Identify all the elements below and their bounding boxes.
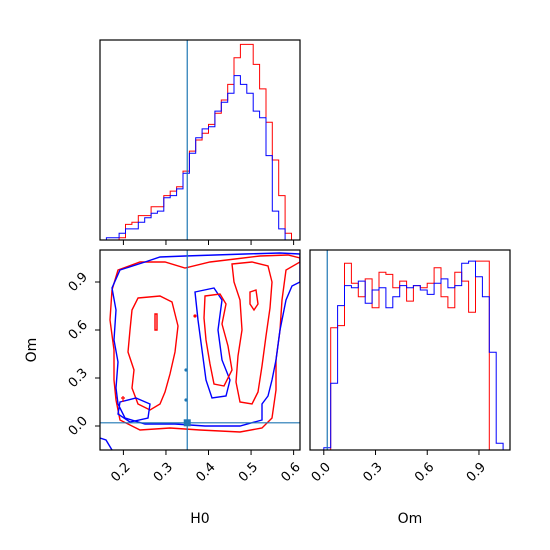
om-y-tick-label-2: 0.6 — [66, 318, 91, 343]
blue-contour-outer — [111, 252, 300, 427]
om-histogram-panel: 0.0 0.3 0.6 0.9 — [309, 249, 511, 485]
h0-x-tick-label-1: 0.3 — [151, 460, 176, 485]
h0-histogram-frame — [99, 39, 301, 241]
red-cross-mark — [121, 396, 125, 402]
om-x-tick-label-3: 0.9 — [464, 460, 489, 485]
x-axis-label-om: Om — [398, 511, 423, 527]
h0-x-tick-label-2: 0.4 — [193, 460, 218, 485]
om-histogram-frame — [309, 249, 511, 451]
h0-x-tick-label-0: 0.2 — [108, 460, 133, 485]
om-x-tick-label-1: 0.3 — [360, 460, 385, 485]
blue-contour-corner — [100, 437, 113, 450]
y-axis-label-om: Om — [24, 338, 40, 363]
hist_om-blue-histogram-line — [316, 260, 504, 451]
red-contour-middle — [127, 295, 179, 411]
red-contour-outer — [109, 254, 300, 433]
red-contour-right — [231, 261, 273, 405]
om-x-tick-label-2: 0.6 — [412, 460, 437, 485]
om-y-tick-label-0: 0.0 — [66, 414, 91, 439]
contour-frame — [99, 249, 301, 451]
h0-histogram-panel — [99, 39, 301, 245]
hist_om-red-histogram-line — [316, 260, 504, 451]
om-y-tick-label-3: 0.9 — [66, 270, 91, 295]
om-y-tick-label-1: 0.3 — [66, 366, 91, 391]
h0-x-tick-label-4: 0.6 — [279, 460, 304, 485]
red-contour-speck-left — [154, 313, 158, 331]
hist_h0-red-histogram-line — [106, 43, 292, 241]
h0-x-tick-label-3: 0.5 — [236, 460, 261, 485]
red-contour-inner — [203, 293, 233, 387]
red-contour-inner-small — [249, 289, 259, 312]
red-contour-dot — [193, 314, 197, 318]
truth-point-marker — [183, 419, 191, 427]
x-axis-label-h0: H0 — [190, 511, 209, 527]
h0-om-contour-panel: 0.2 0.3 0.4 0.5 0.6 0.0 0.3 0.6 0.9 — [66, 249, 304, 485]
blue-contour-inner — [194, 287, 231, 399]
blue-contour-bottom — [117, 397, 151, 423]
om-x-tick-label-0: 0.0 — [309, 460, 334, 485]
hist_h0-blue-histogram-line — [105, 75, 292, 241]
